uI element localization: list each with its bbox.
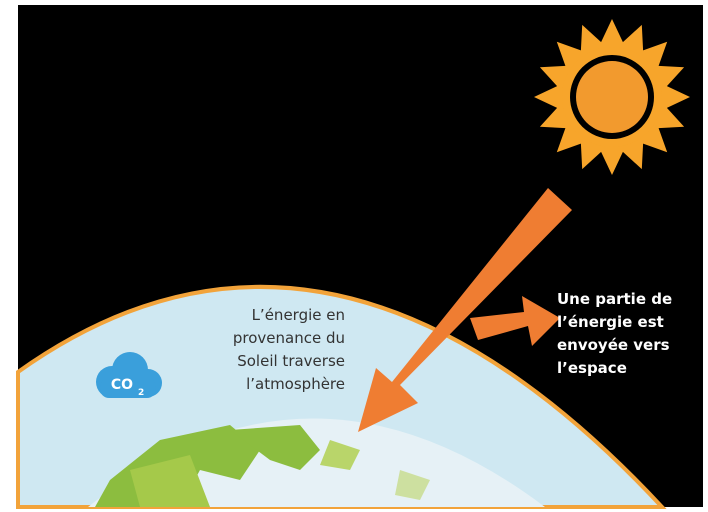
text-line: envoyée vers [557, 336, 670, 354]
sun [534, 19, 690, 175]
page: {"atmosphere_text": {"lines": ["L’énergi… [0, 0, 708, 512]
text-line: l’espace [557, 359, 627, 377]
diagram: CO 2 L’énergie en provenance du Soleil tra… [0, 0, 708, 512]
text-line: l’énergie est [557, 313, 664, 331]
text-line: Soleil traverse [237, 352, 345, 370]
text-line: provenance du [233, 329, 345, 347]
co2-subscript: 2 [138, 388, 144, 398]
co2-label: CO [111, 377, 133, 393]
text-line: Une partie de [557, 290, 672, 308]
text-line: L’énergie en [252, 306, 345, 324]
text-line: l’atmosphère [246, 375, 345, 393]
